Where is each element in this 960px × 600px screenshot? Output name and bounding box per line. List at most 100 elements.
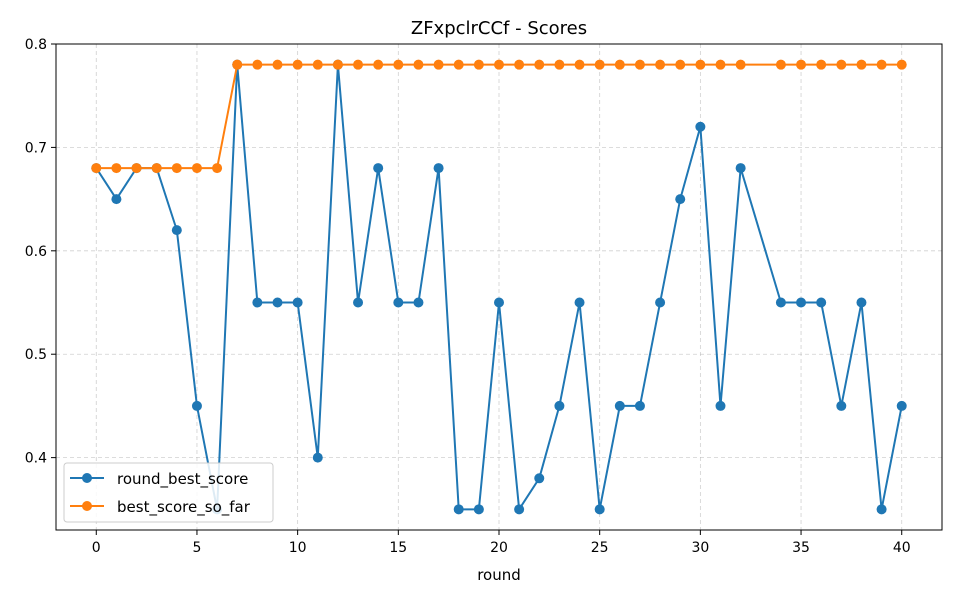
- data-point-best-score-so-far: [232, 59, 243, 70]
- data-point-round-best-score: [393, 297, 404, 308]
- data-point-best-score-so-far: [695, 59, 706, 70]
- data-point-round-best-score: [252, 297, 263, 308]
- data-point-best-score-so-far: [473, 59, 484, 70]
- data-point-best-score-so-far: [634, 59, 645, 70]
- data-point-best-score-so-far: [433, 59, 444, 70]
- data-point-round-best-score: [171, 225, 182, 236]
- legend-box: [63, 462, 274, 523]
- x-tick-label: 30: [691, 540, 709, 556]
- x-tick-label: 35: [792, 540, 810, 556]
- data-point-best-score-so-far: [856, 59, 867, 70]
- legend: round_best_score best_score_so_far: [63, 462, 274, 523]
- series-line-round-best-score: [95, 63, 903, 511]
- legend-marker-best-score-so-far: [82, 501, 92, 511]
- data-point-round-best-score: [614, 400, 625, 411]
- x-tick-label: 25: [591, 540, 609, 556]
- data-point-round-best-score: [775, 297, 786, 308]
- data-point-best-score-so-far: [453, 59, 464, 70]
- x-tick-label: 5: [192, 540, 201, 556]
- data-point-round-best-score: [896, 400, 907, 411]
- data-point-round-best-score: [695, 121, 706, 132]
- data-point-best-score-so-far: [292, 59, 303, 70]
- x-tick-label: 15: [389, 540, 407, 556]
- axis-ticks: 0 5 10 15 20 25 30 35 40 0.4 0.5 0.6 0.7 0.8: [25, 37, 911, 556]
- data-point-round-best-score: [876, 504, 887, 515]
- data-point-best-score-so-far: [413, 59, 424, 70]
- legend-label-best-score-so-far: best_score_so_far: [117, 498, 251, 517]
- y-tick-label: 0.4: [25, 451, 47, 467]
- data-point-best-score-so-far: [494, 59, 504, 70]
- data-point-best-score-so-far: [171, 163, 182, 174]
- data-point-round-best-score: [292, 297, 303, 308]
- x-tick-label: 10: [289, 540, 307, 556]
- data-point-round-best-score: [494, 297, 504, 308]
- data-point-best-score-so-far: [353, 59, 364, 70]
- legend-label-round-best-score: round_best_score: [117, 470, 248, 489]
- data-point-round-best-score: [353, 297, 364, 308]
- data-point-best-score-so-far: [373, 59, 384, 70]
- data-point-best-score-so-far: [131, 163, 142, 174]
- chart-title: ZFxpclrCCf - Scores: [411, 18, 587, 39]
- data-point-best-score-so-far: [151, 163, 162, 174]
- data-point-round-best-score: [453, 504, 464, 515]
- data-point-best-score-so-far: [796, 59, 807, 70]
- data-point-round-best-score: [655, 297, 666, 308]
- data-point-best-score-so-far: [655, 59, 666, 70]
- data-point-best-score-so-far: [91, 163, 102, 174]
- data-point-round-best-score: [473, 504, 484, 515]
- data-point-round-best-score: [514, 504, 525, 515]
- data-point-round-best-score: [554, 400, 565, 411]
- data-point-best-score-so-far: [876, 59, 887, 70]
- data-point-best-score-so-far: [332, 59, 343, 70]
- data-point-best-score-so-far: [514, 59, 525, 70]
- data-point-round-best-score: [715, 400, 726, 411]
- series-layer: [91, 59, 907, 515]
- data-point-round-best-score: [836, 400, 847, 411]
- data-point-round-best-score: [796, 297, 807, 308]
- data-point-round-best-score: [675, 194, 686, 205]
- data-point-round-best-score: [856, 297, 867, 308]
- grid: [56, 43, 942, 530]
- y-tick-label: 0.7: [25, 140, 47, 156]
- x-tick-label: 20: [490, 540, 508, 556]
- data-point-best-score-so-far: [554, 59, 565, 70]
- data-point-round-best-score: [534, 473, 545, 484]
- data-point-round-best-score: [373, 163, 384, 174]
- data-point-best-score-so-far: [312, 59, 323, 70]
- series-line-best-score-so-far: [96, 63, 902, 170]
- data-point-best-score-so-far: [534, 59, 545, 70]
- data-point-round-best-score: [735, 163, 746, 174]
- data-point-round-best-score: [312, 452, 323, 463]
- data-point-round-best-score: [191, 400, 202, 411]
- x-axis-label: round: [477, 566, 521, 584]
- data-point-best-score-so-far: [715, 59, 726, 70]
- data-point-round-best-score: [111, 194, 122, 205]
- y-tick-label: 0.6: [25, 244, 47, 260]
- data-point-round-best-score: [634, 400, 645, 411]
- x-tick-label: 0: [92, 540, 101, 556]
- data-point-round-best-score: [816, 297, 827, 308]
- data-point-best-score-so-far: [252, 59, 263, 70]
- data-point-round-best-score: [594, 504, 605, 515]
- data-point-best-score-so-far: [735, 59, 746, 70]
- data-point-best-score-so-far: [614, 59, 625, 70]
- data-point-best-score-so-far: [775, 59, 786, 70]
- data-point-round-best-score: [433, 163, 444, 174]
- data-point-best-score-so-far: [594, 59, 605, 70]
- data-point-best-score-so-far: [836, 59, 847, 70]
- data-point-best-score-so-far: [212, 163, 223, 174]
- data-point-best-score-so-far: [272, 59, 283, 70]
- legend-marker-round-best-score: [82, 473, 92, 483]
- data-point-best-score-so-far: [393, 59, 404, 70]
- data-point-best-score-so-far: [675, 59, 686, 70]
- data-point-best-score-so-far: [896, 59, 907, 70]
- data-point-round-best-score: [272, 297, 283, 308]
- data-point-best-score-so-far: [191, 163, 202, 174]
- data-point-round-best-score: [574, 297, 585, 308]
- y-tick-label: 0.8: [25, 37, 47, 53]
- data-point-best-score-so-far: [111, 163, 122, 174]
- data-point-best-score-so-far: [574, 59, 585, 70]
- y-tick-label: 0.5: [25, 347, 47, 363]
- data-point-round-best-score: [413, 297, 424, 308]
